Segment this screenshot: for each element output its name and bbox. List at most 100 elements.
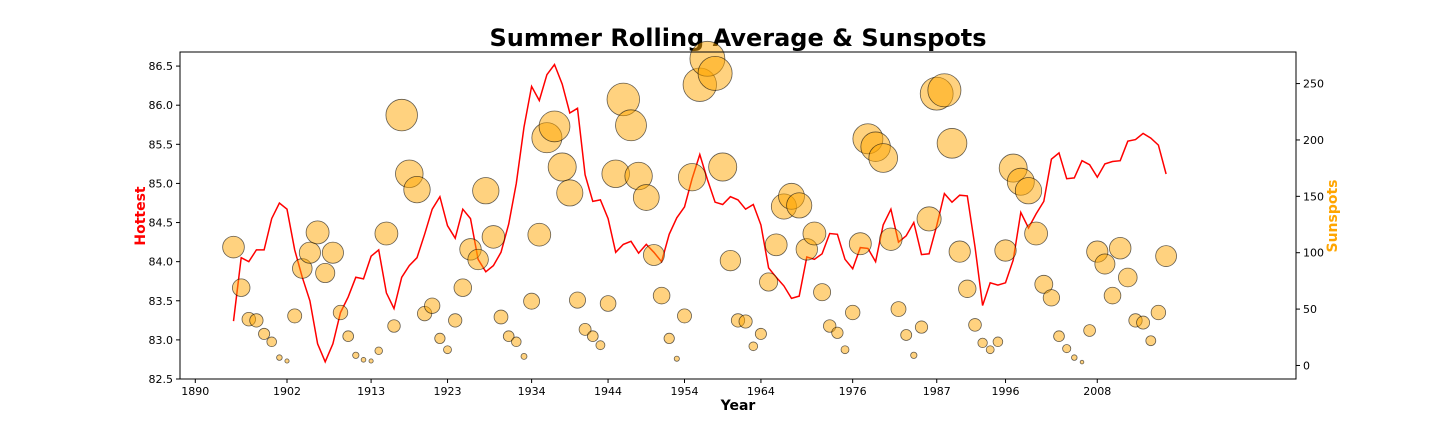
sunspot-point — [663, 332, 675, 344]
y-axis-label-left: Hottest — [133, 186, 149, 246]
plot-frame — [179, 51, 1297, 380]
y-left-tick-label: 85.0 — [149, 177, 174, 190]
sunspot-point — [677, 308, 692, 324]
sunspot-point — [249, 313, 264, 328]
sunspot-point — [848, 232, 872, 256]
y-right-tick-label: 100 — [1303, 247, 1324, 260]
sunspot-point — [453, 278, 473, 297]
sunspot-point — [1042, 289, 1061, 307]
sunspot-point — [802, 221, 827, 246]
sunspot-point — [738, 314, 753, 329]
sunspot-point — [493, 309, 509, 325]
x-axis-label: Year — [720, 398, 756, 414]
sunspot-point — [374, 221, 399, 246]
sunspot-point — [342, 330, 355, 343]
sunspot-point — [266, 336, 277, 348]
sunspot-point — [481, 225, 506, 249]
x-tick-label: 1996 — [992, 385, 1020, 398]
sunspot-point — [467, 248, 489, 271]
sunspot-point — [599, 295, 617, 312]
sunspot-point — [276, 354, 283, 361]
sunspot-point — [994, 239, 1017, 262]
sunspot-point — [1103, 286, 1122, 305]
sunspot-point — [385, 98, 418, 132]
sunspot-point — [556, 179, 584, 207]
y-left-tick-label: 86.5 — [149, 60, 174, 73]
sunspot-point — [786, 192, 813, 219]
y-axis-right: 0 50 100 150 200 250 — [1296, 78, 1324, 372]
sunspot-point — [1136, 315, 1151, 330]
y-left-tick-label: 85.5 — [149, 138, 174, 151]
sunspot-point — [958, 279, 977, 298]
sunspot-point — [719, 249, 742, 272]
sunspot-point — [754, 327, 767, 340]
sunspot-point — [677, 163, 707, 192]
y-right-tick-label: 150 — [1303, 190, 1324, 203]
sunspot-point — [523, 292, 540, 310]
y-right-tick-label: 50 — [1303, 303, 1317, 316]
sunspot-point — [927, 73, 962, 108]
sunspot-point — [448, 313, 463, 328]
sunspot-point — [652, 286, 671, 305]
sunspot-point — [1118, 267, 1138, 288]
sunspot-point — [502, 330, 515, 343]
sunspot-point — [1150, 304, 1167, 321]
x-tick-label: 1987 — [923, 385, 951, 398]
sunspot-point — [900, 329, 913, 341]
sunspot-point — [936, 128, 968, 159]
y-left-tick-label: 83.5 — [149, 295, 174, 308]
sunspot-point — [1014, 177, 1043, 205]
sunspot-point — [321, 241, 344, 264]
y-left-tick-label: 86.0 — [149, 99, 174, 112]
sunspot-point — [831, 326, 844, 339]
y-left-tick-label: 82.5 — [149, 373, 174, 386]
sunspot-point — [586, 330, 599, 343]
sunspot-point — [222, 235, 245, 259]
sunspot-point — [1062, 344, 1072, 354]
x-tick-label: 1964 — [747, 385, 775, 398]
x-tick-label: 1913 — [357, 385, 385, 398]
sunspot-point — [332, 304, 349, 321]
sunspot-point — [764, 233, 788, 257]
y-left-tick-label: 84.5 — [149, 217, 174, 230]
x-tick-label: 1944 — [594, 385, 622, 398]
sunspot-point — [538, 110, 571, 143]
sunspot-point — [916, 206, 942, 232]
plot-area — [222, 40, 1177, 365]
sunspot-point — [403, 175, 431, 204]
sunspot-point — [992, 336, 1004, 348]
sunspot-point — [840, 345, 850, 355]
sunspot-point — [1071, 354, 1078, 361]
sunspot-point — [352, 351, 360, 359]
sunspot-point — [298, 241, 321, 264]
sunspot-point — [845, 304, 861, 321]
x-tick-label: 2008 — [1083, 385, 1111, 398]
sunspot-point — [673, 355, 680, 362]
sunspot-point — [968, 318, 982, 332]
sunspot-point — [1083, 324, 1096, 337]
sunspot-point — [527, 222, 552, 247]
sunspot-point — [569, 291, 586, 309]
sunspot-point — [387, 319, 401, 333]
sunspot-point — [985, 345, 995, 355]
sunspot-point — [374, 346, 383, 356]
sunspot-point — [1053, 330, 1065, 343]
sunspot-point — [632, 184, 660, 211]
sunspot-point — [890, 301, 907, 318]
x-tick-label: 1890 — [181, 385, 209, 398]
sunspot-point — [520, 352, 528, 360]
sunspot-point — [879, 227, 903, 251]
sunspot-point — [443, 345, 452, 355]
x-tick-label: 1954 — [670, 385, 698, 398]
sunspot-point — [643, 244, 665, 266]
y-right-tick-label: 200 — [1303, 134, 1324, 147]
sunspot-point — [1079, 359, 1085, 365]
sunspot-point — [578, 322, 592, 336]
sunspot-point — [434, 332, 446, 344]
chart-title: Summer Rolling Average & Sunspots — [489, 24, 986, 52]
y-axis-label-right: Sunspots — [1325, 179, 1341, 252]
sunspot-point — [1094, 253, 1116, 275]
sunspot-point — [287, 308, 303, 324]
sunspot-point — [708, 152, 738, 182]
